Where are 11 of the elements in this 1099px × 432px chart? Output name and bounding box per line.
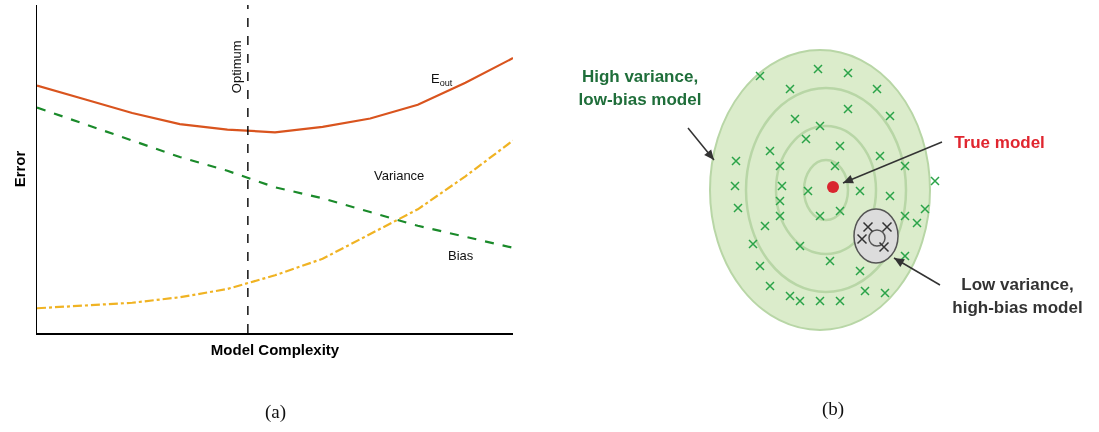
- text: (b): [822, 398, 846, 420]
- text: High variance, low-bias model: [577, 66, 703, 111]
- text: (a): [265, 401, 287, 423]
- annotation: Optimum: [228, 40, 244, 94]
- series-label: E$_{out}$: [431, 71, 453, 88]
- text: Low variance, high-bias model: [951, 274, 1084, 319]
- series-label: Bias: [448, 248, 474, 263]
- y-axis-title: Error: [11, 150, 28, 188]
- series-label: Variance: [374, 168, 425, 183]
- x-axis-title: Model Complexity: [210, 340, 340, 358]
- text: True model: [953, 132, 1046, 154]
